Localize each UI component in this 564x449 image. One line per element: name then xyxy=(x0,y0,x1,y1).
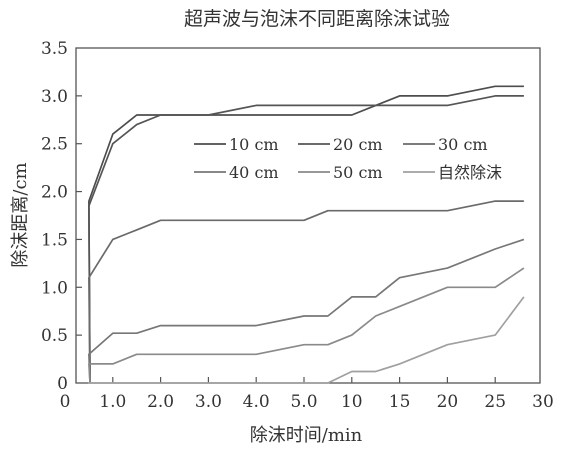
legend-label: 50 cm xyxy=(333,163,383,182)
x-tick-label: 1.0 xyxy=(99,392,126,412)
series-line-1 xyxy=(88,85,524,384)
series-line-3 xyxy=(88,200,524,384)
legend-label: 30 cm xyxy=(438,135,488,154)
y-tick-label: 0.5 xyxy=(41,326,68,346)
series-lines xyxy=(88,85,525,384)
y-axis: 0 0.5 1.0 1.5 2.0 2.5 3.0 3.5 xyxy=(41,39,82,394)
x-tick-label: 20 xyxy=(437,392,459,412)
legend-label: 自然除沫 xyxy=(438,163,502,182)
chart-title: 超声波与泡沫不同距离除沫试验 xyxy=(184,8,450,30)
x-tick-label: 5.0 xyxy=(290,392,317,412)
y-tick-label: 1.5 xyxy=(41,230,68,250)
legend-label: 20 cm xyxy=(333,135,383,154)
series-line-6 xyxy=(88,296,525,384)
y-axis-label: 除沫距离/cm xyxy=(10,162,31,267)
y-tick-label: 2.0 xyxy=(41,183,68,203)
x-axis-label: 除沫时间/min xyxy=(250,425,363,446)
x-tick-label: 2.0 xyxy=(147,392,174,412)
y-tick-label: 3.5 xyxy=(41,39,68,59)
x-tick-label: 4.0 xyxy=(243,392,270,412)
x-tick-label: 10 xyxy=(341,392,363,412)
x-tick-label: 30 xyxy=(532,392,554,412)
y-tick-label: 1.0 xyxy=(41,278,68,298)
legend: 10 cm 20 cm 30 cm 40 cm 50 cm 自然除沫 xyxy=(194,135,502,182)
x-tick-label: 0 xyxy=(60,392,71,412)
legend-label: 10 cm xyxy=(229,135,279,154)
y-tick-label: 0 xyxy=(57,374,68,394)
y-tick-label: 3.0 xyxy=(41,87,68,107)
x-axis: 0 1.0 2.0 3.0 4.0 5.0 10 15 20 25 30 xyxy=(60,377,554,412)
x-tick-label: 25 xyxy=(484,392,506,412)
series-line-4 xyxy=(88,238,525,384)
series-line-5 xyxy=(88,267,525,384)
y-tick-label: 2.5 xyxy=(41,135,68,155)
x-tick-label: 3.0 xyxy=(195,392,222,412)
x-tick-label: 15 xyxy=(389,392,411,412)
legend-label: 40 cm xyxy=(229,163,279,182)
series-line-2 xyxy=(88,95,524,384)
plot-frame xyxy=(75,47,541,384)
